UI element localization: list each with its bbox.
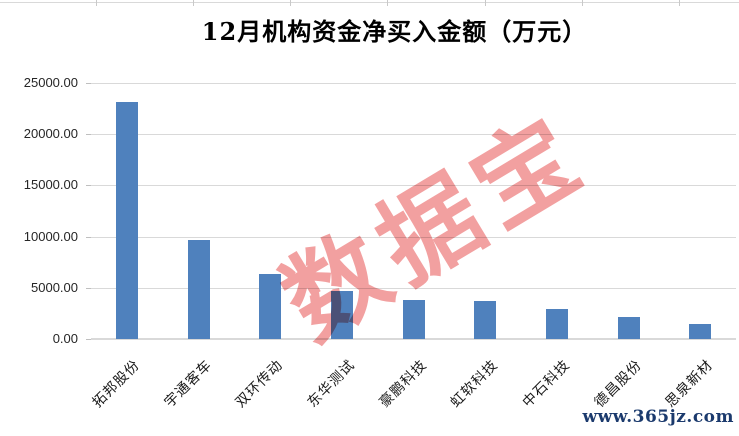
gridline xyxy=(91,185,736,187)
x-axis-label: 东华测试 xyxy=(304,357,359,411)
x-axis-label: 德昌股份 xyxy=(591,357,646,411)
x-axis-label: 豪鹏科技 xyxy=(376,357,431,411)
top-border-tick xyxy=(679,0,680,6)
x-axis-label: 中石科技 xyxy=(519,357,574,411)
bar xyxy=(259,274,281,339)
y-axis-label: 10000.00 xyxy=(23,228,78,244)
x-axis-baseline xyxy=(91,338,736,340)
top-border-tick xyxy=(485,0,486,6)
gridline xyxy=(91,134,736,136)
bar xyxy=(474,301,496,339)
bar xyxy=(403,300,425,339)
y-axis-tick xyxy=(86,339,95,340)
y-axis-label: 5000.00 xyxy=(31,279,78,295)
plot-area xyxy=(91,83,736,340)
y-axis-tick xyxy=(86,185,95,186)
x-axis-label: 思泉新材 xyxy=(662,357,717,411)
bar xyxy=(546,309,568,339)
y-axis-tick xyxy=(86,237,95,238)
y-axis-label: 20000.00 xyxy=(23,126,78,142)
bar xyxy=(116,102,138,339)
y-axis-tick xyxy=(86,83,95,84)
top-border-tick xyxy=(582,0,583,6)
site-url: www.365jz.com xyxy=(582,407,734,427)
bar xyxy=(618,317,640,339)
gridline xyxy=(91,83,736,84)
gridline xyxy=(91,287,736,289)
bar xyxy=(188,240,210,339)
top-border-tick xyxy=(290,0,291,6)
x-axis-label: 拓邦股份 xyxy=(89,357,144,411)
y-axis-label: 15000.00 xyxy=(23,177,78,193)
x-axis-label: 虹软科技 xyxy=(447,357,502,411)
y-axis-label: 25000.00 xyxy=(23,75,78,90)
gridline xyxy=(91,236,736,238)
bar xyxy=(331,291,353,339)
top-border-line xyxy=(0,2,739,3)
x-axis-label: 宇通客车 xyxy=(161,357,216,411)
top-border-tick xyxy=(96,0,97,6)
x-axis-label: 双环传动 xyxy=(232,357,287,411)
bar xyxy=(689,324,711,339)
chart-title: 12月机构资金净买入金额（万元） xyxy=(201,17,588,46)
top-border-tick xyxy=(193,0,194,6)
y-axis-label: 0.00 xyxy=(52,331,78,346)
y-axis-tick xyxy=(86,288,95,289)
y-axis-tick xyxy=(86,134,95,135)
top-border-tick xyxy=(387,0,388,6)
